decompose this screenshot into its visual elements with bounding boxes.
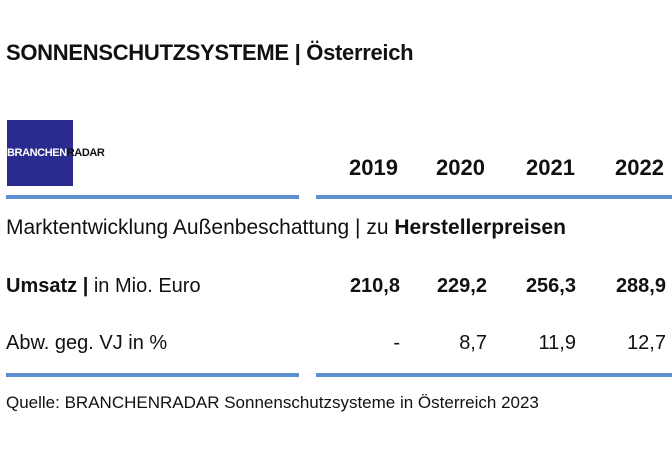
- cell-abweichung-2021: 11,9: [538, 332, 576, 354]
- section-heading-prefix: Marktentwicklung Außenbeschattung | zu: [6, 216, 395, 239]
- cell-umsatz-2022: 288,9: [615, 275, 666, 297]
- footer-rule-right: [316, 373, 672, 377]
- year-header-2022: 2022: [615, 155, 664, 180]
- year-header-2020: 2020: [436, 155, 485, 180]
- cell-abweichung-2020: 8,7: [459, 332, 487, 354]
- logo-text: BRANCHENRADAR: [7, 147, 105, 159]
- cell-umsatz-2020: 229,2: [436, 275, 487, 297]
- header-rule-left: [6, 195, 299, 199]
- row-label-umsatz-bold: Umsatz |: [6, 275, 89, 297]
- cell-abweichung-2022: 12,7: [627, 332, 666, 354]
- year-header-2019: 2019: [349, 155, 398, 180]
- cell-umsatz-2019: 210,8: [349, 275, 400, 297]
- cell-umsatz-2021: 256,3: [525, 275, 576, 297]
- page-title: SONNENSCHUTZSYSTEME | Österreich: [6, 40, 414, 65]
- branchenradar-logo: [7, 120, 73, 186]
- logo-text-white: BRANCHEN: [7, 147, 67, 159]
- cell-abweichung-2019: -: [393, 332, 400, 354]
- footer-rule-left: [6, 373, 299, 377]
- header-rule-right: [316, 195, 672, 199]
- year-header-2021: 2021: [526, 155, 575, 180]
- row-label-umsatz-rest: in Mio. Euro: [88, 275, 201, 297]
- logo-text-dark: RADAR: [66, 147, 105, 159]
- source-note: Quelle: BRANCHENRADAR Sonnenschutzsystem…: [6, 393, 539, 412]
- section-heading: Marktentwicklung Außenbeschattung | zu H…: [6, 216, 566, 240]
- row-label-umsatz: Umsatz | in Mio. Euro: [6, 275, 201, 298]
- row-label-abweichung: Abw. geg. VJ in %: [6, 332, 168, 354]
- section-heading-bold: Herstellerpreisen: [394, 216, 566, 239]
